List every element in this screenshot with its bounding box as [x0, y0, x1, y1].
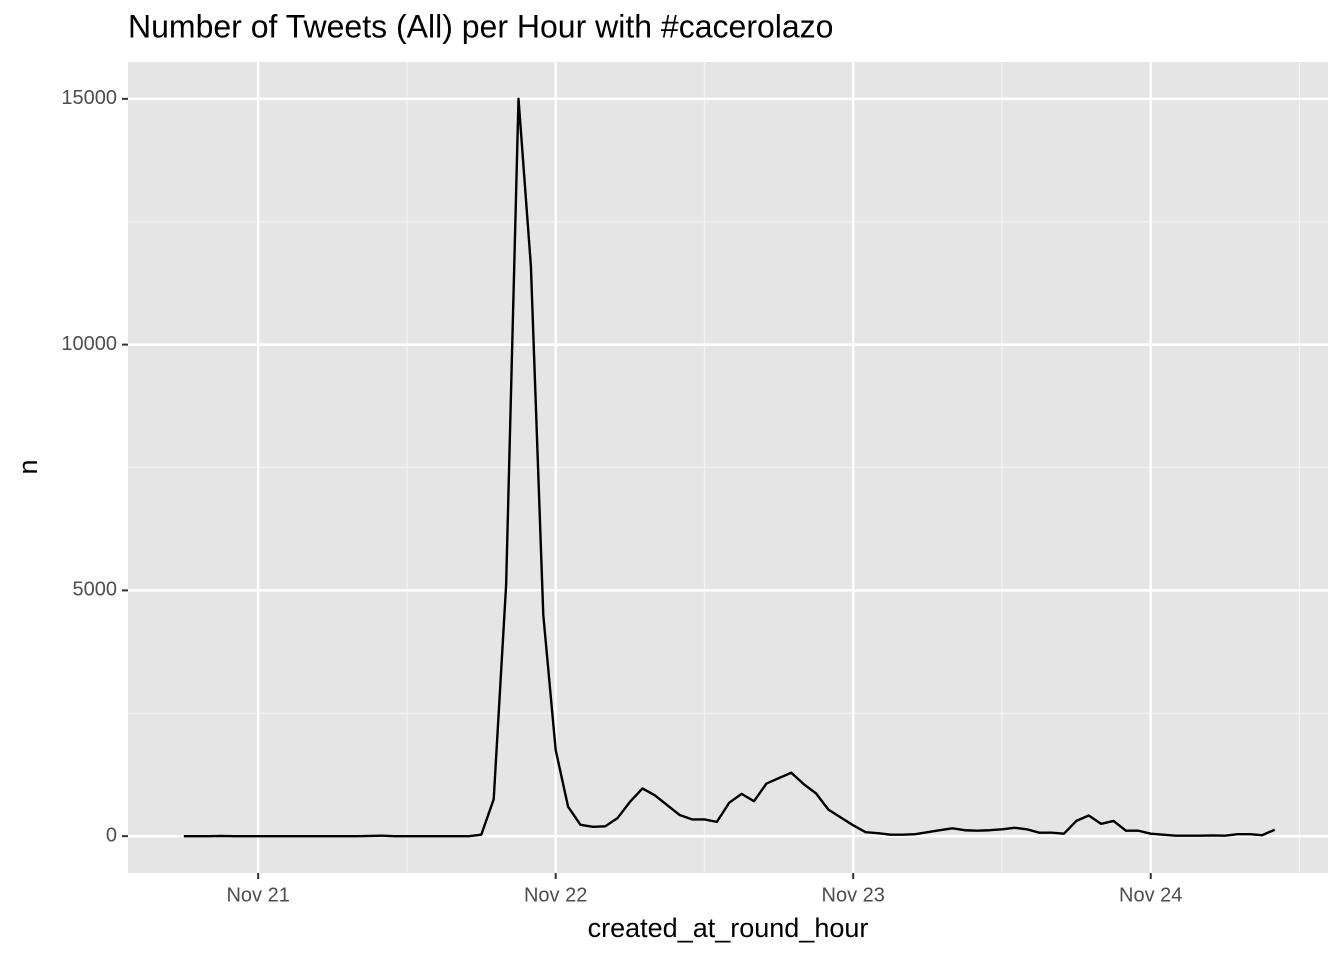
x-tick-label: Nov 22 [524, 884, 587, 906]
y-tick-label: 0 [106, 824, 117, 846]
x-tick-label: Nov 24 [1119, 884, 1182, 906]
y-tick-label: 15000 [61, 87, 117, 109]
x-tick-label: Nov 21 [226, 884, 289, 906]
line [183, 97, 1276, 838]
y-tick-label: 5000 [73, 579, 118, 601]
x-axis-label: created_at_round_hour [588, 913, 869, 943]
y-tick-label: 10000 [61, 333, 117, 355]
y-axis-label: n [13, 459, 43, 474]
x-tick-label: Nov 23 [822, 884, 885, 906]
chart-title: Number of Tweets (All) per Hour with #ca… [128, 8, 833, 44]
